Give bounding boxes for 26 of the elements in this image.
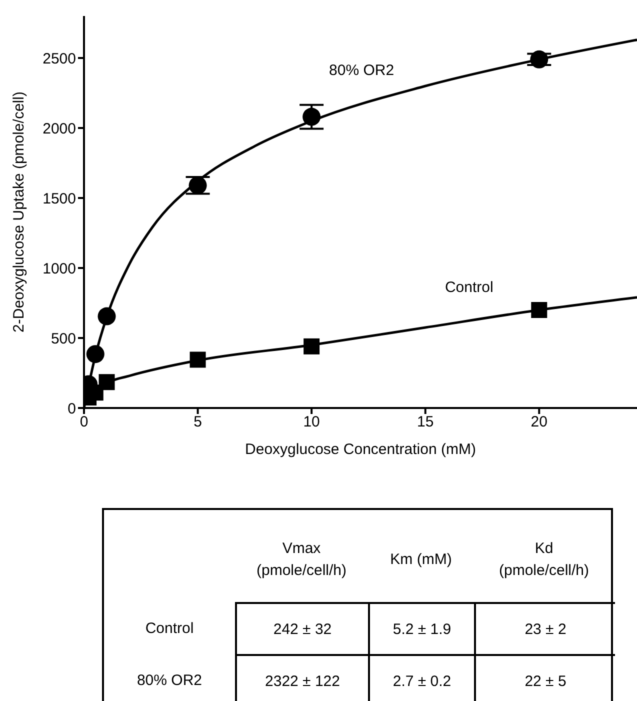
y-tick-label: 0 (68, 400, 76, 418)
y-tick-label: 2500 (42, 50, 76, 68)
text: 242 ± 32 (235, 602, 370, 656)
y-tick-label: 500 (50, 330, 76, 348)
x-tick-label: 20 (530, 414, 548, 431)
text: 23 ± 2 (474, 602, 615, 656)
x-tick-label: 5 (194, 414, 202, 431)
x-tick-label: 0 (80, 414, 88, 431)
text: Kd (pmole/cell/h) (498, 539, 590, 581)
text: 22 ± 5 (474, 654, 615, 701)
y-tick-label: 1000 (42, 260, 76, 278)
text: Vmax (pmole/cell/h) (255, 539, 348, 581)
text: Km (mM) (390, 550, 452, 570)
text: 2322 ± 122 (235, 654, 370, 701)
y-tick-label: 2000 (42, 120, 76, 138)
text: 80% OR2 (136, 670, 204, 690)
text: 5.2 ± 1.9 (368, 602, 476, 656)
text: 80% OR2 (329, 62, 394, 79)
x-tick-label: 10 (303, 414, 320, 431)
text: 2.7 ± 0.2 (368, 654, 476, 701)
y-tick-label: 1500 (42, 190, 76, 208)
text: Control (144, 618, 195, 638)
x-tick-label: 15 (417, 414, 434, 431)
x-axis-title: Deoxyglucose Concentration (mM) (245, 441, 476, 458)
y-axis-title: 2-Deoxyglucose Uptake (pmole/cell) (10, 92, 28, 332)
text: Control (444, 279, 494, 296)
